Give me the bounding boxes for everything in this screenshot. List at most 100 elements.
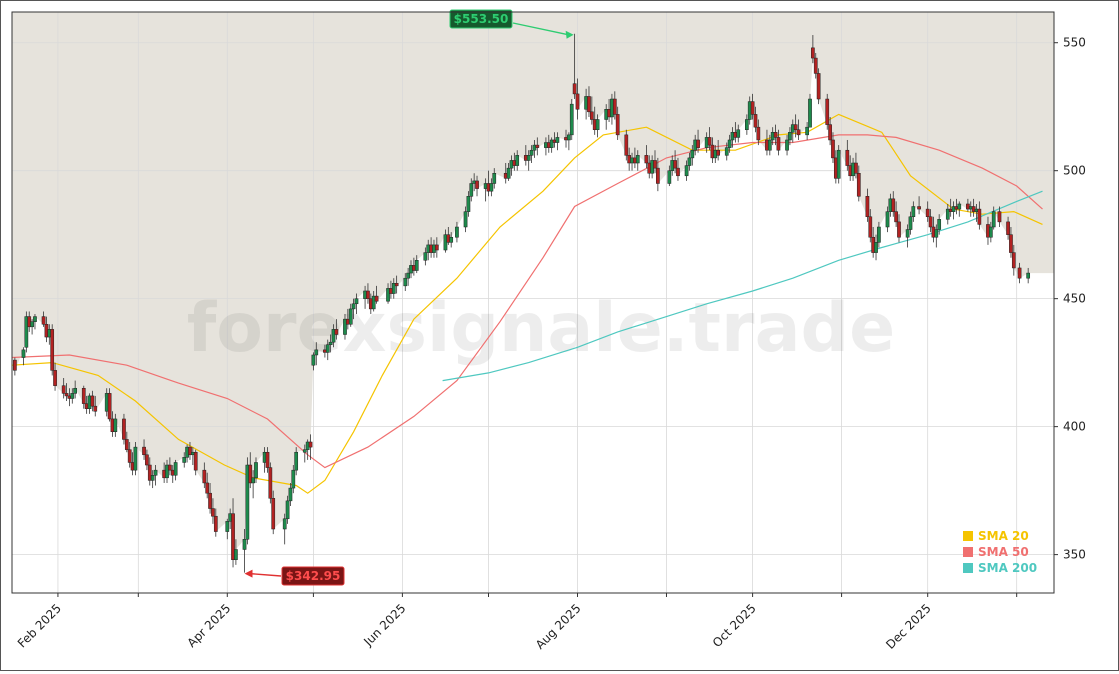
candle-body: [343, 318, 347, 335]
candle-body: [575, 93, 580, 110]
candle-body: [589, 111, 594, 120]
candle: [687, 152, 692, 171]
candle: [205, 472, 210, 499]
candle: [288, 482, 293, 506]
candle: [127, 441, 132, 468]
candle-body: [308, 441, 313, 448]
candle: [656, 157, 660, 192]
candle-body: [667, 170, 672, 184]
candle: [302, 444, 307, 463]
candle-body: [133, 446, 138, 471]
candle: [403, 273, 408, 291]
candle-body: [656, 167, 660, 184]
watermark-text: forexsignale.trade: [187, 289, 896, 368]
candle: [124, 431, 129, 453]
candle: [816, 68, 821, 105]
candle-body: [90, 395, 95, 407]
candle-body: [254, 462, 258, 479]
candle: [727, 134, 732, 153]
candle-body: [173, 462, 178, 476]
candle-body: [644, 155, 649, 164]
candle: [463, 206, 468, 233]
candle: [667, 165, 672, 187]
candle: [423, 247, 428, 266]
y-axis: 350 400 450 500 550: [1054, 36, 1086, 562]
low-arrow-line: [250, 572, 282, 577]
candle-body: [1017, 267, 1022, 279]
candle-body: [997, 211, 1002, 223]
candle-body: [492, 172, 497, 184]
candle-body: [414, 260, 419, 271]
candle: [50, 324, 55, 376]
candle-body: [386, 288, 390, 302]
y-tick-label: 500: [1063, 164, 1086, 178]
candle: [41, 311, 46, 327]
candle-body: [988, 226, 993, 238]
moving-averages: [11, 113, 1043, 494]
candle: [865, 188, 870, 222]
candle: [475, 175, 479, 197]
candle-body: [1006, 221, 1010, 235]
candle-body: [865, 196, 870, 218]
candle-body: [957, 203, 962, 210]
candle: [173, 459, 178, 481]
candle: [928, 209, 933, 233]
candle-body: [526, 155, 531, 161]
candle: [707, 127, 712, 151]
legend-swatch: [963, 547, 973, 557]
candle: [202, 462, 207, 489]
candle: [145, 449, 149, 471]
candle-body: [150, 475, 155, 481]
candle: [724, 142, 729, 161]
candle: [153, 465, 158, 486]
candle-body: [61, 385, 66, 394]
candle-body: [403, 277, 408, 287]
candle-body: [145, 454, 149, 466]
candle: [1026, 267, 1031, 284]
candle: [796, 119, 801, 140]
candle: [756, 119, 761, 146]
candle: [391, 278, 396, 299]
candle-body: [767, 139, 772, 151]
candle-body: [673, 160, 677, 169]
candle: [285, 495, 290, 524]
candle: [466, 191, 471, 217]
candle-body: [406, 272, 410, 279]
candle-body: [13, 359, 17, 371]
candle-body: [24, 316, 29, 348]
sma-line: [11, 113, 1043, 494]
candle-body: [168, 464, 172, 471]
candle: [394, 275, 399, 294]
candle-body: [234, 549, 238, 560]
candle-body: [271, 498, 276, 530]
legend-label: SMA 50: [978, 545, 1029, 559]
candle: [331, 324, 336, 348]
y-tick-label: 550: [1063, 36, 1086, 50]
candle-body: [506, 167, 511, 179]
candle: [684, 160, 689, 181]
y-tick-label: 400: [1063, 420, 1086, 434]
x-tick-label: Apr 2025: [185, 601, 234, 650]
candle-body: [50, 329, 55, 371]
candle: [449, 232, 454, 248]
candle: [133, 441, 138, 476]
candle-body: [475, 180, 479, 189]
candle: [13, 357, 17, 376]
candle-body: [874, 242, 878, 253]
candle: [291, 465, 296, 494]
candle: [294, 447, 299, 476]
candle-body: [911, 206, 916, 218]
candle: [767, 134, 772, 156]
legend-swatch: [963, 531, 973, 541]
candle: [211, 498, 215, 524]
candle-body: [127, 449, 132, 463]
plot-border: [11, 11, 1055, 594]
candle-body: [328, 341, 333, 345]
candle: [793, 114, 798, 138]
candle-body: [928, 216, 933, 228]
candle-body: [776, 137, 781, 151]
candle-body: [73, 387, 78, 394]
candle-body: [165, 464, 169, 479]
